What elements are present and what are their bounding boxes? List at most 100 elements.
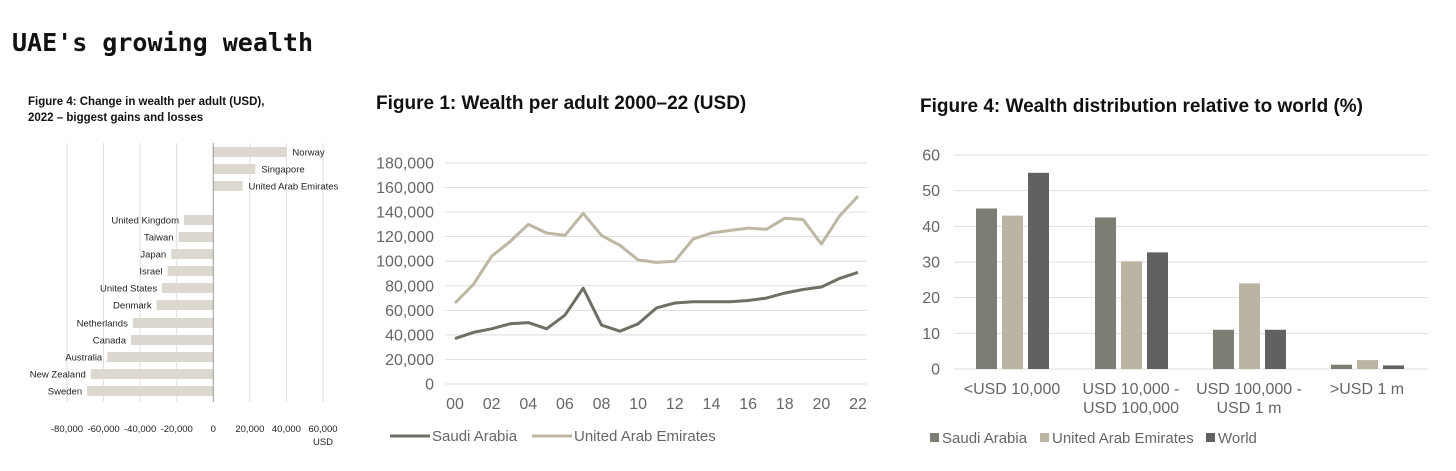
bar [1028,172,1049,369]
bar [167,266,214,276]
y-tick-label: 140,000 [376,205,434,222]
y-tick-label: 0 [425,377,434,394]
bar [107,352,214,362]
legend-label: United Arab Emirates [574,428,716,445]
bar [1213,329,1234,369]
y-tick-label: 40 [922,219,940,236]
series-line [453,195,860,305]
chart-title: Figure 4: Change in wealth per adult (US… [28,96,264,108]
category-label: United Arab Emirates [249,182,339,193]
x-tick-label: 14 [703,396,721,413]
bar [162,283,214,293]
y-tick-label: 50 [922,183,940,200]
category-label: United Kingdom [111,216,179,227]
y-tick-label: 120,000 [376,229,434,246]
x-tick-label: -60,000 [87,424,119,435]
x-tick-label: 0 [211,424,216,435]
bar [1095,217,1116,369]
y-tick-label: 180,000 [376,156,434,173]
y-tick-label: 60 [922,148,940,165]
bar [184,215,214,225]
category-label: >USD 1 m [1330,381,1404,398]
legend-label: World [1218,430,1257,447]
legend-label: Saudi Arabia [942,430,1028,447]
bar [178,232,214,242]
x-tick-label: 12 [666,396,684,413]
y-tick-label: 160,000 [376,180,434,197]
category-label: Canada [93,336,127,347]
category-label: USD 100,000 [1083,400,1179,417]
y-tick-label: 30 [922,255,940,272]
category-label: Taiwan [144,233,174,244]
category-label: USD 100,000 - [1196,381,1302,398]
x-tick-label: 00 [446,396,464,413]
y-tick-label: 60,000 [385,303,434,320]
wealth-distribution-chart: Figure 4: Wealth distribution relative t… [920,96,1428,447]
x-axis-label: USD [313,437,333,448]
bar [976,208,997,369]
bar [1331,364,1352,369]
bar [213,164,256,174]
category-label: <USD 10,000 [964,381,1061,398]
x-tick-label: 20,000 [235,424,264,435]
legend-label: Saudi Arabia [432,428,518,445]
bar [213,181,243,191]
chart-title: 2022 – biggest gains and losses [28,112,203,124]
category-label: United States [100,284,157,295]
y-tick-label: 40,000 [385,327,434,344]
category-label: New Zealand [30,370,86,381]
y-tick-label: 100,000 [376,254,434,271]
y-tick-label: 20 [922,290,940,307]
category-label: Japan [140,250,166,261]
bar [1147,252,1168,369]
x-tick-label: 08 [593,396,611,413]
legend-swatch [1040,433,1049,442]
category-label: Sweden [48,387,82,398]
x-tick-label: 16 [739,396,757,413]
y-tick-label: 0 [931,362,940,379]
page-title: UAE's growing wealth [12,28,314,57]
bar [171,249,214,259]
bar [1383,365,1404,369]
y-tick-label: 80,000 [385,278,434,295]
x-tick-label: 22 [849,396,867,413]
bar [213,147,287,157]
category-label: Netherlands [77,319,128,330]
category-label: Singapore [261,165,304,176]
x-tick-label: 10 [629,396,647,413]
x-tick-label: 18 [776,396,794,413]
bar [90,369,214,379]
legend-swatch [930,433,939,442]
bar [131,335,214,345]
x-tick-label: 06 [556,396,574,413]
y-tick-label: 20,000 [385,352,434,369]
category-label: Israel [139,267,162,278]
x-tick-label: 60,000 [308,424,337,435]
x-tick-label: -20,000 [161,424,193,435]
bar [1265,329,1286,369]
bar [87,386,214,396]
bar [132,318,214,328]
bar [1357,360,1378,369]
chart-title: Figure 4: Wealth distribution relative t… [920,96,1363,117]
category-label: USD 10,000 - [1083,381,1180,398]
category-label: USD 1 m [1217,400,1282,417]
wealth-per-adult-chart: Figure 1: Wealth per adult 2000–22 (USD)… [376,93,867,445]
category-label: Australia [65,353,103,364]
category-label: Denmark [113,301,152,312]
y-tick-label: 10 [922,326,940,343]
category-label: Norway [292,148,324,159]
x-tick-label: 40,000 [272,424,301,435]
x-tick-label: 02 [483,396,501,413]
x-tick-label: 20 [812,396,830,413]
chart-title: Figure 1: Wealth per adult 2000–22 (USD) [376,93,746,114]
bar [1002,215,1023,369]
legend-swatch [1206,433,1215,442]
series-line [454,270,859,341]
legend-label: United Arab Emirates [1052,430,1194,447]
bar [156,300,214,310]
bar [1121,261,1142,369]
wealth-change-chart: Figure 4: Change in wealth per adult (US… [28,96,339,448]
bar [1239,283,1260,369]
x-tick-label: -80,000 [51,424,83,435]
